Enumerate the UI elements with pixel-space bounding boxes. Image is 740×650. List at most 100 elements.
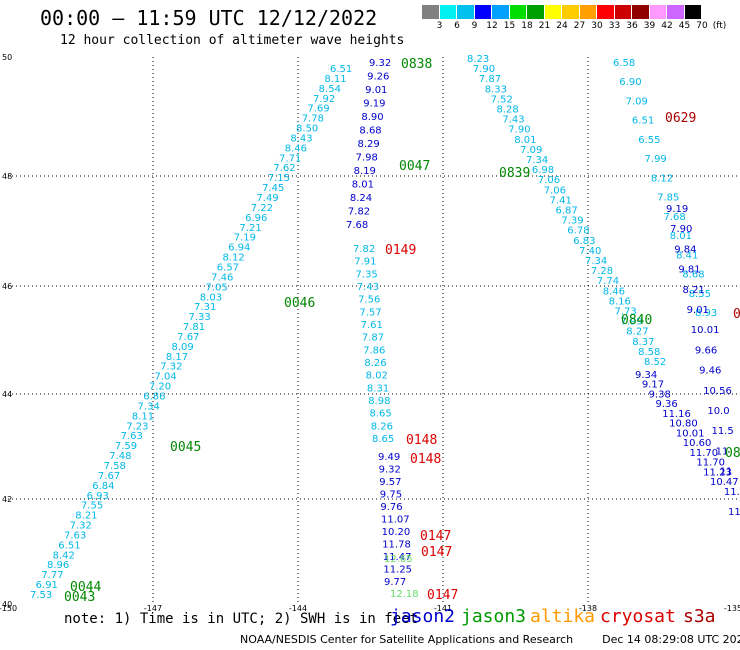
wave-height-value: 6.84 <box>92 481 114 492</box>
wave-height-value: 8.26 <box>371 421 393 432</box>
wave-height-value: 8.33 <box>485 84 507 95</box>
legend-swatch <box>614 5 632 19</box>
wave-height-value: 7.87 <box>362 333 384 344</box>
wave-height-value: 9.49 <box>378 452 400 463</box>
wave-height-value: 7.06 <box>544 185 566 196</box>
wave-height-value: 8.93 <box>695 308 717 319</box>
wave-height-value: 11 <box>716 446 729 457</box>
latitude-label: 46 <box>2 282 12 291</box>
wave-height-value: 6.51 <box>632 116 654 127</box>
wave-height-value: 7.43 <box>357 282 379 293</box>
legend-label: 12 <box>486 21 498 31</box>
latitude-label: 44 <box>2 390 12 399</box>
wave-height-value: 8.03 <box>200 292 222 303</box>
latitude-label: 40 <box>2 600 12 609</box>
wave-height-value: 7.20 <box>149 382 171 393</box>
wave-height-value: 8.01 <box>670 231 692 242</box>
wave-height-value: 6.94 <box>228 243 250 254</box>
wave-height-value: 7.78 <box>302 114 324 125</box>
legend-label: 70 <box>696 21 708 31</box>
wave-height-value: 11 <box>720 467 733 478</box>
wave-height-value: 7.31 <box>194 302 216 313</box>
wave-height-value: 8.23 <box>467 54 489 65</box>
legend-swatch <box>474 5 492 19</box>
wave-height-value: 10.56 <box>703 386 732 397</box>
legend-label: 6 <box>454 21 460 31</box>
legend-color-bar <box>422 5 740 19</box>
wave-height-value: 10.80 <box>669 419 698 430</box>
wave-height-value: 8.26 <box>364 358 386 369</box>
wave-height-value: 11.78 <box>382 540 411 551</box>
legend-label: (ft) <box>712 21 727 31</box>
legend-swatch <box>422 5 440 19</box>
wave-height-value: 7.40 <box>579 246 601 257</box>
wave-height-value: 7.86 <box>363 345 385 356</box>
wave-height-value: 9.38 <box>649 389 671 400</box>
pass-time-label: 08 <box>725 446 740 461</box>
wave-height-value: 10.60 <box>683 438 712 449</box>
wave-height-value: 8.37 <box>632 337 654 348</box>
wave-height-value: 8.55 <box>689 289 711 300</box>
wave-height-value: 7.09 <box>520 145 542 156</box>
wave-height-value: 9.01 <box>687 305 709 316</box>
legend-label: 24 <box>556 21 568 31</box>
wave-height-value: 10.01 <box>691 325 720 336</box>
wave-height-value: 7.46 <box>211 272 233 283</box>
wave-height-value: 6.96 <box>245 213 267 224</box>
legend-label: 42 <box>661 21 673 31</box>
wave-height-value: 8.11 <box>324 74 346 85</box>
wave-height-value: 9.81 <box>678 265 700 276</box>
legend-swatch <box>579 5 597 19</box>
wave-height-value: 9.36 <box>655 399 677 410</box>
wave-height-value: 8.50 <box>296 124 318 135</box>
wave-height-value: 8.68 <box>359 126 381 137</box>
wave-height-value: 12.65 <box>384 554 413 565</box>
wave-height-value: 8.12 <box>651 173 673 184</box>
pass-time-label: 0147 <box>421 545 452 560</box>
sat-label-s3a: s3a <box>683 606 716 627</box>
latitude-label: 42 <box>2 495 12 504</box>
wave-height-value: 7.06 <box>538 175 560 186</box>
wave-height-value: 7.87 <box>479 74 501 85</box>
pass-time-label: 0629 <box>665 111 696 126</box>
pass-time-label: 0148 <box>406 433 437 448</box>
wave-height-value: 11.70 <box>690 448 719 459</box>
wave-height-value: 7.23 <box>126 421 148 432</box>
wave-height-value: 7.63 <box>64 530 86 541</box>
wave-height-value: 7.32 <box>70 521 92 532</box>
wave-height-value: 7.62 <box>273 163 295 174</box>
legend-label: 3 <box>436 21 443 31</box>
wave-height-value: 8.11 <box>132 411 154 422</box>
wave-height-value: 7.22 <box>251 203 273 214</box>
legend-swatch <box>492 5 510 19</box>
wave-height-value: 8.31 <box>367 383 389 394</box>
legend-swatch <box>527 5 545 19</box>
wave-height-value: 9.75 <box>380 490 402 501</box>
pass-time-label: 0147 <box>420 529 451 544</box>
pass-time-label: 0045 <box>170 440 201 455</box>
wave-height-value: 6.87 <box>556 206 578 217</box>
wave-height-value: 6.98 <box>532 165 554 176</box>
page-title: 00:00 – 11:59 UTC 12/12/2022 <box>40 6 378 30</box>
pass-time-label: 0044 <box>70 580 101 595</box>
pass-time-label: 0838 <box>401 57 432 72</box>
wave-height-value: 8.24 <box>350 193 372 204</box>
wave-height-value: 7.04 <box>155 372 177 383</box>
legend-swatch <box>597 5 615 19</box>
wave-height-value: 7.52 <box>491 94 513 105</box>
wave-height-value: 8.21 <box>683 285 705 296</box>
footer-credit: NOAA/NESDIS Center for Satellite Applica… <box>240 633 740 646</box>
wave-height-value: 7.39 <box>561 216 583 227</box>
wave-height-value: 7.61 <box>361 320 383 331</box>
wave-height-value: 9.66 <box>695 345 717 356</box>
wave-height-value: 7.34 <box>526 155 548 166</box>
legend-label: 33 <box>608 21 621 31</box>
legend-label: 45 <box>678 21 691 31</box>
wave-height-value: 6.83 <box>573 236 595 247</box>
wave-height-value: 7.67 <box>177 332 199 343</box>
wave-height-value: 9.84 <box>674 244 696 255</box>
legend-swatch <box>509 5 527 19</box>
wave-height-value: 7.99 <box>645 154 667 165</box>
wave-height-value: 7.59 <box>115 441 137 452</box>
